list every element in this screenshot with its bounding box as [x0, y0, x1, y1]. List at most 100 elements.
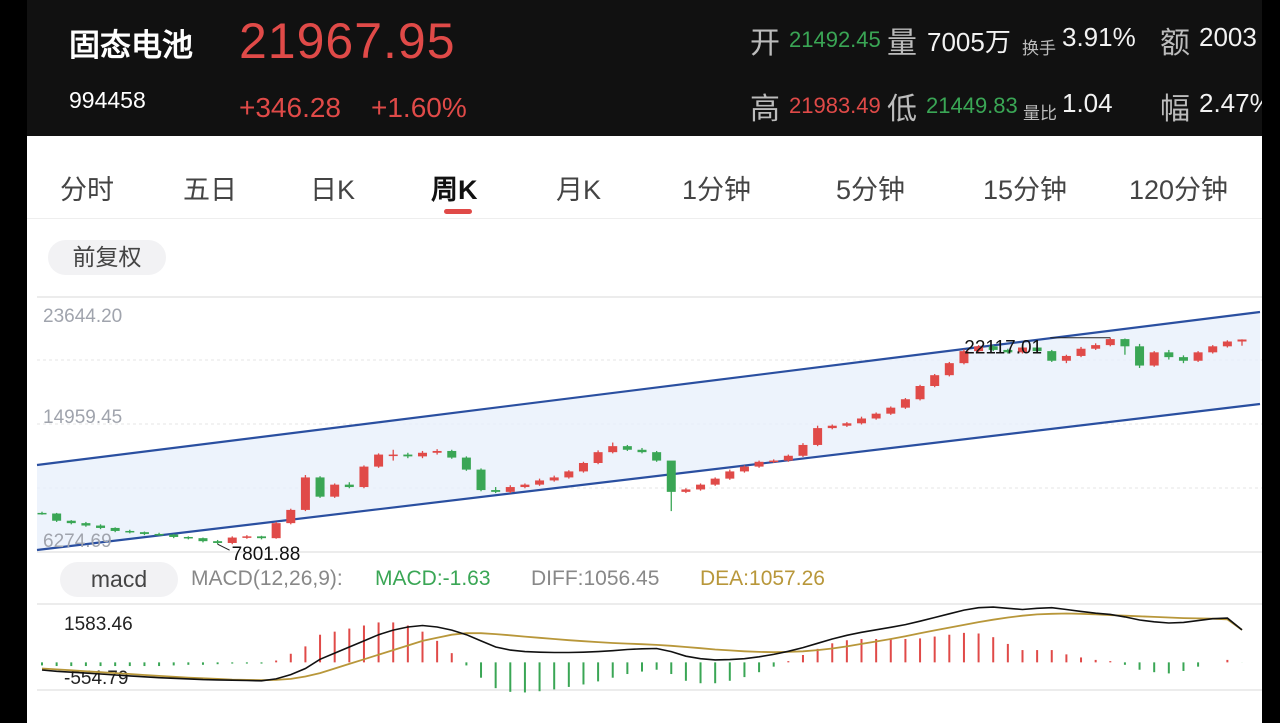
turnover-label: 换手: [1022, 39, 1056, 58]
candle-body: [666, 460, 676, 492]
diff-value: DIFF:1056.45: [531, 567, 660, 590]
candle-body: [739, 466, 749, 472]
candle-body: [520, 484, 530, 488]
active-tab-indicator: [444, 209, 472, 214]
candle-body: [1149, 352, 1159, 366]
candle-body: [52, 513, 62, 521]
candle-body: [710, 478, 720, 485]
candle-body: [505, 487, 515, 492]
indicator-selector[interactable]: macd: [60, 562, 178, 597]
candle-body: [491, 490, 501, 492]
candle-body: [842, 423, 852, 426]
candle-body: [1164, 352, 1174, 358]
candle-body: [1105, 339, 1115, 346]
volume-label: 量: [887, 27, 917, 60]
candle-body: [637, 449, 647, 453]
tab-daily-k[interactable]: 日K: [310, 175, 356, 205]
candle-body: [1076, 348, 1086, 356]
tab-1min[interactable]: 1分钟: [682, 175, 752, 205]
vol-ratio-label: 量比: [1023, 104, 1057, 123]
kline-y-tick-label: 14959.45: [43, 407, 122, 428]
high-value: 21983.49: [789, 93, 881, 118]
tab-5min[interactable]: 5分钟: [836, 175, 906, 205]
period-tabs: 分时 五日 日K 周K 月K 1分钟 5分钟 15分钟 120分钟: [27, 148, 1262, 219]
tab-five-day[interactable]: 五日: [183, 175, 237, 205]
channel-lower-line: [36, 402, 1261, 552]
candle-body: [535, 480, 545, 485]
candle-body: [1032, 347, 1042, 352]
candle-body: [359, 466, 369, 488]
candle-body: [959, 351, 969, 364]
vol-ratio-value: 1.04: [1062, 88, 1113, 118]
amplitude-value: 2.47%: [1199, 88, 1262, 118]
candle-body: [871, 413, 881, 419]
candle-body: [1047, 351, 1057, 361]
tab-weekly-k[interactable]: 周K: [431, 175, 478, 205]
candle-body: [593, 452, 603, 463]
candle-body: [696, 484, 706, 490]
candle-body: [271, 523, 281, 539]
candle-body: [1178, 357, 1188, 361]
tab-intraday[interactable]: 分时: [60, 175, 114, 205]
candle-body: [388, 454, 398, 457]
tab-monthly-k[interactable]: 月K: [556, 175, 602, 205]
candle-body: [96, 525, 106, 528]
amount-label: 额: [1160, 27, 1190, 60]
candle-body: [81, 523, 91, 526]
candle-body: [988, 346, 998, 350]
stock-code: 994458: [69, 87, 146, 113]
candle-body: [183, 536, 193, 539]
candle-body: [622, 446, 632, 450]
min-price-label: 7801.88: [232, 544, 301, 565]
candle-body: [300, 477, 310, 510]
candle-body: [432, 450, 442, 453]
candle-body: [374, 454, 384, 467]
candle-body: [915, 386, 925, 400]
left-edge: [0, 0, 27, 723]
tab-15min[interactable]: 15分钟: [983, 175, 1068, 205]
candle-body: [608, 446, 618, 453]
tab-120min[interactable]: 120分钟: [1129, 175, 1229, 205]
candle-body: [944, 363, 954, 376]
candle-body: [476, 469, 486, 491]
candle-body: [549, 477, 559, 481]
macd-y-tick-label: 1583.46: [64, 614, 133, 635]
candle-body: [66, 520, 76, 524]
trend-channel-fill: [37, 312, 1260, 550]
low-value: 21449.83: [926, 93, 1018, 118]
candle-body: [930, 375, 940, 387]
candle-body: [769, 460, 779, 463]
candle-body: [886, 407, 896, 414]
adjust-button[interactable]: 前复权: [48, 240, 166, 275]
open-label: 开: [750, 27, 780, 60]
candle-body: [213, 541, 223, 543]
candle-body: [1091, 345, 1101, 349]
kline-y-tick-label: 6274.69: [43, 531, 112, 552]
candle-body: [198, 538, 208, 542]
high-label: 高: [750, 93, 780, 126]
candle-body: [857, 418, 867, 424]
candle-body: [783, 455, 793, 461]
candle-body: [257, 536, 267, 539]
amplitude-label: 幅: [1160, 93, 1190, 126]
candle-body: [1208, 346, 1218, 353]
candle-body: [813, 428, 823, 445]
candle-body: [461, 457, 471, 470]
candle-body: [110, 527, 120, 531]
candle-body: [1120, 339, 1130, 347]
low-label: 低: [887, 93, 917, 126]
candle-body: [1237, 339, 1247, 342]
candle-body: [447, 450, 457, 458]
volume-value: 7005万: [927, 27, 1011, 57]
dea-value: DEA:1057.26: [700, 567, 825, 590]
max-price-label: 22117.01: [964, 338, 1042, 359]
stock-name: 固态电池: [69, 28, 193, 63]
candle-body: [1222, 341, 1232, 347]
candle-body: [315, 477, 325, 497]
candle-body: [798, 444, 808, 456]
dif-line: [41, 606, 1243, 682]
candle-body: [681, 489, 691, 492]
candle-body: [652, 452, 662, 461]
candle-body: [154, 533, 164, 536]
